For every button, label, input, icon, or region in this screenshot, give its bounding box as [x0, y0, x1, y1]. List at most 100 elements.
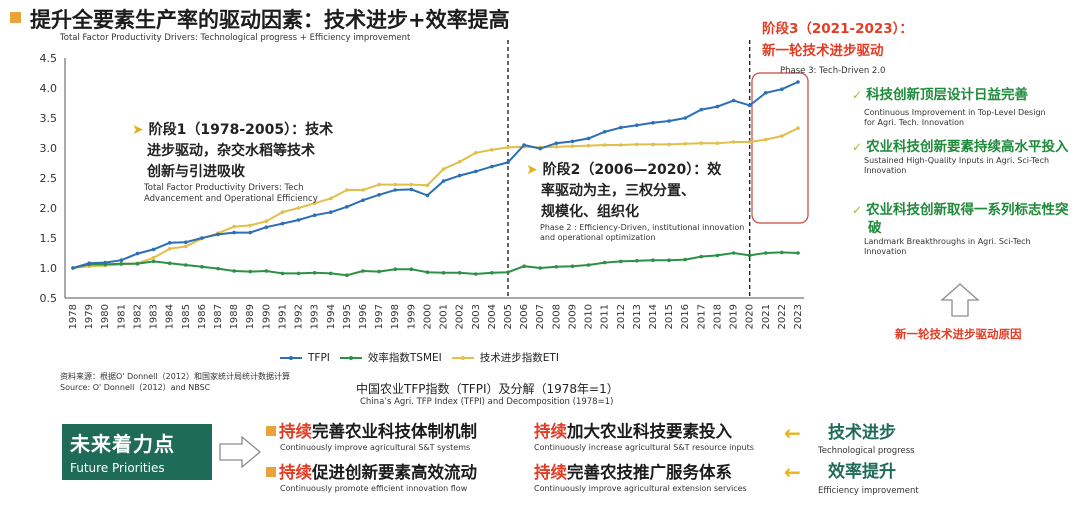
data-point — [328, 271, 333, 276]
data-point — [361, 269, 365, 273]
legend-tsmei: 效率指数TSMEI — [367, 352, 442, 364]
x-tick-label: 1999 — [406, 304, 417, 329]
data-point — [635, 259, 639, 263]
data-point — [425, 183, 430, 187]
driver-tech-sub: Technological progress — [818, 446, 915, 456]
data-point — [183, 240, 188, 244]
data-point — [232, 269, 236, 273]
x-tick-label: 1984 — [165, 304, 176, 329]
data-point — [683, 257, 688, 262]
x-tick-label: 1993 — [310, 304, 321, 329]
data-point — [119, 262, 124, 266]
x-tick-label: 1986 — [197, 304, 208, 329]
x-tick-label: 2001 — [439, 304, 450, 329]
data-point — [763, 137, 768, 142]
x-tick-label: 2021 — [761, 304, 772, 329]
x-tick-label: 2006 — [519, 304, 530, 329]
x-tick-label: 1980 — [100, 304, 111, 329]
data-point — [296, 218, 301, 222]
data-point — [667, 119, 671, 123]
priority-item: 持续加大农业科技要素投入 Continuously increase agric… — [534, 422, 754, 452]
checklist-item: ✓ 科技创新顶层设计日益完善 Continuous Improvement in … — [852, 87, 1046, 127]
data-point — [667, 258, 671, 262]
data-point — [538, 266, 543, 270]
data-point — [232, 224, 236, 229]
data-point — [200, 265, 204, 269]
x-tick-label: 1982 — [132, 304, 143, 329]
data-point — [586, 136, 591, 141]
x-tick-label: 1996 — [358, 304, 369, 329]
data-point — [103, 260, 108, 265]
data-point — [409, 267, 414, 271]
data-point — [393, 267, 398, 271]
data-point — [635, 142, 639, 147]
driver-efficiency-sub: Efficiency improvement — [818, 486, 919, 496]
x-tick-label: 1998 — [390, 304, 401, 329]
data-point — [280, 271, 285, 276]
data-point — [312, 271, 317, 275]
chart-caption-en: China’s Agri. TFP Index (TFPI) and Decom… — [360, 397, 614, 407]
data-point — [151, 256, 156, 260]
data-point — [296, 206, 301, 210]
x-tick-label: 2023 — [793, 304, 804, 329]
data-point — [135, 262, 140, 266]
data-point — [167, 241, 172, 245]
data-point — [522, 143, 526, 147]
series-line — [72, 127, 799, 269]
data-point — [715, 253, 720, 258]
data-point — [409, 182, 414, 187]
data-point — [216, 232, 220, 237]
data-point — [586, 263, 591, 267]
chart-legend: TFPI 效率指数TSMEI 技术进步指数ETI — [280, 350, 559, 365]
data-point — [345, 273, 349, 277]
data-point — [570, 139, 575, 144]
x-tick-label: 1987 — [213, 304, 224, 329]
series-line — [72, 251, 799, 277]
x-tick-label: 1991 — [277, 304, 288, 329]
data-point — [457, 271, 462, 275]
check-icon: ✓ — [852, 88, 863, 102]
data-point — [425, 193, 430, 198]
data-point — [296, 271, 301, 276]
tfp-line-chart: 4.5 4.0 3.5 3.0 2.5 2.0 1.5 1.0 0.5 1978 1979 1980… — [40, 40, 809, 329]
data-point — [699, 141, 704, 145]
phase3-highlight-box — [751, 72, 809, 224]
data-point — [554, 145, 559, 149]
data-point — [473, 151, 478, 155]
data-point — [151, 259, 156, 264]
x-tick-label: 1988 — [229, 304, 240, 329]
x-tick-label: 2014 — [648, 304, 659, 329]
data-point — [135, 251, 140, 256]
data-point — [506, 160, 510, 165]
data-point — [280, 221, 285, 226]
y-axis: 4.5 4.0 3.5 3.0 2.5 2.0 1.5 1.0 0.5 — [40, 52, 66, 305]
x-tick-label: 1978 — [68, 304, 79, 329]
data-point — [71, 266, 75, 270]
x-tick-label: 2020 — [745, 304, 756, 329]
data-point — [763, 91, 768, 95]
checklist-item: ✓ 农业科技创新要素持续高水平投入 Sustained High-Quality … — [852, 139, 1069, 175]
data-point — [264, 225, 269, 229]
data-point — [280, 210, 285, 214]
data-point — [119, 258, 124, 262]
data-point — [796, 251, 800, 255]
x-tick-label: 2007 — [535, 304, 546, 329]
data-point — [731, 98, 736, 103]
data-point — [393, 182, 398, 187]
x-tick-label: 2005 — [503, 304, 514, 329]
data-point — [361, 188, 365, 192]
checklist-item: ✓ 农业科技创新取得一系列标志性突破 Landmark Breakthroughs… — [852, 202, 1069, 256]
data-point — [780, 134, 784, 138]
chart-caption: 中国农业TFP指数（TFPI）及分解（1978年=1） — [356, 382, 619, 396]
x-tick-label: 2019 — [729, 304, 740, 329]
data-point — [747, 253, 752, 258]
x-tick-label: 2011 — [600, 304, 611, 329]
data-source: 资料来源：根据O' Donnell（2012）和国家统计局统计数据计算 Sour… — [60, 372, 290, 392]
data-point — [618, 143, 623, 147]
data-point — [651, 121, 655, 125]
data-point — [490, 271, 494, 275]
data-point — [490, 164, 494, 169]
series-group — [71, 80, 800, 277]
y-tick-label: 1.0 — [40, 262, 58, 275]
data-point — [167, 261, 172, 265]
